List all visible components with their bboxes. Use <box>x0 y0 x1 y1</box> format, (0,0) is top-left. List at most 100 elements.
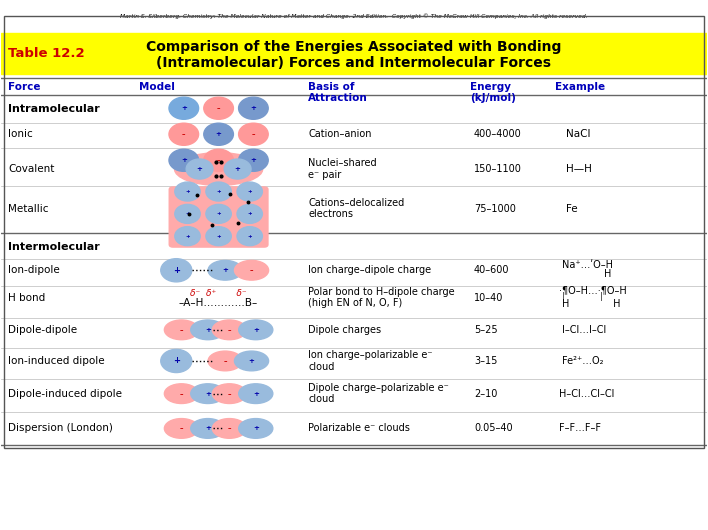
Text: ·¶O–H…·¶O–H: ·¶O–H…·¶O–H <box>559 285 627 295</box>
Text: Dipole-dipole: Dipole-dipole <box>8 325 78 335</box>
Ellipse shape <box>174 153 263 186</box>
Text: +: + <box>173 357 180 366</box>
Text: H: H <box>605 269 612 279</box>
Text: –: – <box>251 131 255 137</box>
Ellipse shape <box>164 384 198 403</box>
Text: Intramolecular: Intramolecular <box>8 104 101 114</box>
Text: Intermolecular: Intermolecular <box>8 242 101 252</box>
Ellipse shape <box>212 320 246 340</box>
Text: I–Cl…I–Cl: I–Cl…I–Cl <box>562 325 606 335</box>
Text: 75–1000: 75–1000 <box>474 204 515 214</box>
Ellipse shape <box>239 320 273 340</box>
Text: Nuclei–shared
e⁻ pair: Nuclei–shared e⁻ pair <box>308 158 377 180</box>
Text: +: + <box>216 234 221 238</box>
Text: –: – <box>217 105 220 111</box>
Circle shape <box>204 123 234 145</box>
Text: +: + <box>173 266 180 275</box>
Circle shape <box>239 149 268 171</box>
Circle shape <box>175 182 200 201</box>
Text: +: + <box>253 391 258 396</box>
Circle shape <box>161 259 192 282</box>
Text: Metallic: Metallic <box>8 204 49 214</box>
Text: 3–15: 3–15 <box>474 356 497 366</box>
Text: Example: Example <box>555 82 605 92</box>
Ellipse shape <box>208 351 242 371</box>
Circle shape <box>206 227 232 245</box>
Text: +: + <box>234 166 241 172</box>
Ellipse shape <box>239 419 273 438</box>
Text: Dipole charges: Dipole charges <box>308 325 382 335</box>
Text: +: + <box>251 157 256 163</box>
Text: (Intramolecular) Forces and Intermolecular Forces: (Intramolecular) Forces and Intermolecul… <box>156 56 552 69</box>
Text: Energy
(kJ/mol): Energy (kJ/mol) <box>470 82 516 103</box>
Text: Ionic: Ionic <box>8 129 33 139</box>
Text: Ion charge–polarizable e⁻
cloud: Ion charge–polarizable e⁻ cloud <box>308 350 433 372</box>
Text: Fe: Fe <box>566 204 577 214</box>
Circle shape <box>224 159 251 179</box>
Text: Basis of
Attraction: Basis of Attraction <box>308 82 368 103</box>
Circle shape <box>237 182 263 201</box>
Text: 400–4000: 400–4000 <box>474 129 522 139</box>
Text: Ion-dipole: Ion-dipole <box>8 266 60 275</box>
Circle shape <box>237 205 263 223</box>
Ellipse shape <box>234 351 268 371</box>
Circle shape <box>206 182 232 201</box>
Text: Fe²⁺…O₂: Fe²⁺…O₂ <box>562 356 603 366</box>
Text: +: + <box>253 426 258 431</box>
Text: +: + <box>181 105 187 111</box>
Ellipse shape <box>212 419 246 438</box>
Text: +: + <box>247 189 252 194</box>
Text: δ⁻  δ⁺       δ⁻: δ⁻ δ⁺ δ⁻ <box>190 289 247 298</box>
Text: +: + <box>247 211 252 216</box>
Circle shape <box>169 149 199 171</box>
Text: 40–600: 40–600 <box>474 266 509 275</box>
Text: –: – <box>228 327 231 333</box>
Text: Polar bond to H–dipole charge
(high EN of N, O, F): Polar bond to H–dipole charge (high EN o… <box>308 287 455 308</box>
Circle shape <box>186 159 213 179</box>
Text: Dipole charge–polarizable e⁻
cloud: Dipole charge–polarizable e⁻ cloud <box>308 383 449 404</box>
Ellipse shape <box>190 320 225 340</box>
Text: H–Cl…Cl–Cl: H–Cl…Cl–Cl <box>559 388 614 399</box>
Ellipse shape <box>212 384 246 403</box>
Circle shape <box>204 149 234 171</box>
Text: 5–25: 5–25 <box>474 325 498 335</box>
Text: –: – <box>217 157 220 163</box>
Text: 2–10: 2–10 <box>474 388 497 399</box>
Text: Cation–anion: Cation–anion <box>308 129 372 139</box>
Text: Dipole-induced dipole: Dipole-induced dipole <box>8 388 122 399</box>
Text: +: + <box>216 131 222 137</box>
Text: |               |: | | <box>562 292 603 301</box>
Text: –: – <box>250 267 253 273</box>
Text: Force: Force <box>8 82 41 92</box>
Text: –: – <box>182 131 185 137</box>
Text: +: + <box>185 234 190 238</box>
FancyBboxPatch shape <box>169 187 268 247</box>
Text: Model: Model <box>139 82 175 92</box>
Text: NaCl: NaCl <box>566 129 590 139</box>
Ellipse shape <box>208 260 242 280</box>
Text: –: – <box>180 426 183 431</box>
Text: H—H: H—H <box>566 164 591 174</box>
Text: +: + <box>251 105 256 111</box>
Text: –: – <box>228 391 231 396</box>
Circle shape <box>237 227 263 245</box>
Text: +: + <box>197 166 202 172</box>
Circle shape <box>239 123 268 145</box>
Circle shape <box>161 349 192 373</box>
Text: Table 12.2: Table 12.2 <box>8 47 85 60</box>
Text: –: – <box>228 426 231 431</box>
Text: +: + <box>216 211 221 216</box>
Text: Ion charge–dipole charge: Ion charge–dipole charge <box>308 266 431 275</box>
Text: –A–H…………B–: –A–H…………B– <box>179 298 258 308</box>
Text: +: + <box>253 327 258 333</box>
Text: +: + <box>249 358 254 364</box>
Text: Dispersion (London): Dispersion (London) <box>8 423 113 434</box>
FancyBboxPatch shape <box>1 33 707 74</box>
Text: Na⁺…ʹO–H: Na⁺…ʹO–H <box>562 260 613 270</box>
Text: +: + <box>205 327 211 333</box>
Text: +: + <box>185 211 190 216</box>
Text: Covalent: Covalent <box>8 164 55 174</box>
Circle shape <box>204 97 234 119</box>
Text: –: – <box>180 391 183 396</box>
Text: F–F…F–F: F–F…F–F <box>559 423 600 434</box>
